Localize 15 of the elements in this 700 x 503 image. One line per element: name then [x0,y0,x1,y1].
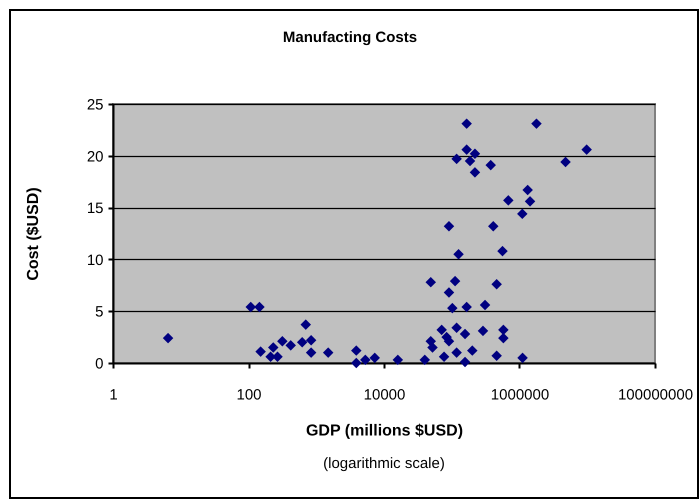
y-axis-title: Cost ($USD) [24,187,42,281]
x-tick-label: 100000000 [618,386,694,404]
y-tick-label: 15 [86,200,104,218]
x-tick-label: 100 [236,386,262,404]
y-tick-label: 10 [86,252,104,269]
y-tick-label: 25 [86,96,104,114]
y-tick-label: 0 [95,356,104,372]
x-tick-label: 10000 [364,386,406,404]
y-tick-label: 5 [95,304,104,321]
y-tick-label: 20 [86,148,104,166]
x-tick-label: 1000000 [490,386,550,404]
x-tick-label: 1 [109,386,118,404]
chart-title: Manufacting Costs [282,29,418,46]
x-axis-title: GDP (millions $USD) [306,422,464,440]
text: (logarithmic scale) [322,455,446,472]
